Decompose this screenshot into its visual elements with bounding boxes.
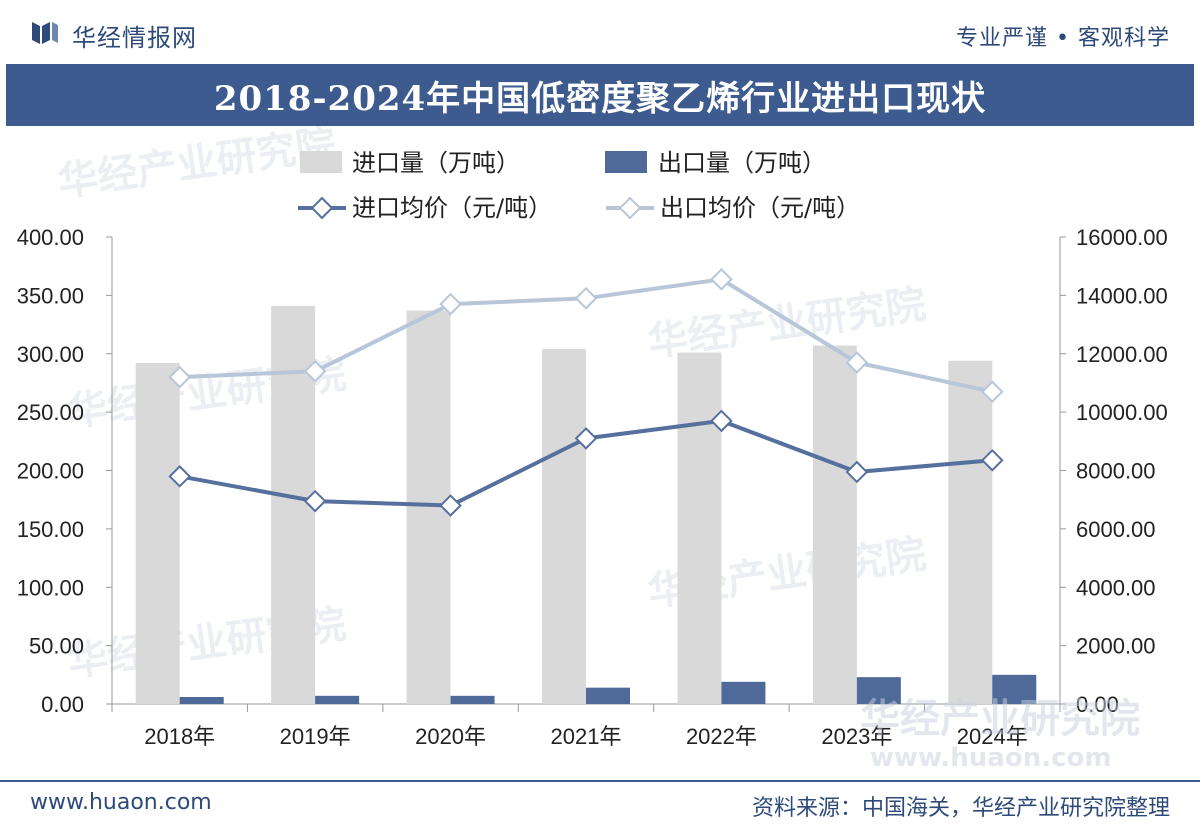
x-tick-label: 2021年	[551, 724, 622, 749]
export-price-point	[168, 365, 192, 389]
import-price-point	[168, 465, 192, 488]
right-tick-label: 6000.00	[1076, 517, 1156, 542]
x-tick-label: 2018年	[144, 724, 215, 749]
title-bar: 2018-2024年中国低密度聚乙烯行业进出口现状	[6, 64, 1194, 126]
brand-logo-icon	[32, 22, 58, 44]
right-tick-label: 0.00	[1076, 692, 1119, 717]
right-tick-label: 4000.00	[1076, 575, 1156, 600]
header: 华经情报网 专业严谨 • 客观科学	[0, 0, 1200, 62]
footer-divider	[0, 780, 1200, 782]
export-bar	[586, 687, 630, 704]
x-tick-label: 2019年	[280, 724, 351, 749]
right-tick-label: 16000.00	[1076, 225, 1168, 250]
right-tick-label: 12000.00	[1076, 342, 1168, 367]
chart-area: 华经产业研究院 华经产业研究院 华经产业研究院 华经产业研究院 华经产业研究院 进口量（万…	[0, 126, 1200, 780]
right-tick-label: 14000.00	[1076, 283, 1168, 308]
export-bar	[315, 695, 360, 704]
legend-import-price-marker	[310, 196, 334, 220]
left-tick-label: 150.00	[17, 517, 84, 542]
export-price-point	[980, 380, 1004, 404]
import-price-point	[574, 427, 598, 450]
import-price-point	[845, 460, 869, 484]
export-price-point	[439, 292, 462, 316]
import-bar	[542, 349, 586, 704]
import-bar	[135, 363, 180, 704]
footer-website: www.huaon.com	[30, 790, 212, 815]
left-tick-label: 250.00	[17, 400, 84, 425]
import-bar	[812, 345, 857, 704]
legend-export-swatch	[605, 151, 647, 173]
import-price-point	[710, 409, 733, 433]
right-tick-label: 8000.00	[1076, 459, 1156, 484]
import-price-point	[980, 448, 1004, 472]
export-bar	[992, 674, 1037, 704]
watermark-text: 华经产业研究院	[55, 126, 339, 206]
watermark-bottom: 华经产业研究院	[860, 696, 1140, 742]
left-tick-label: 300.00	[17, 342, 84, 367]
export-price-point	[710, 268, 733, 291]
left-tick-label: 50.00	[29, 634, 84, 659]
right-tick-label: 10000.00	[1076, 400, 1168, 425]
export-bar	[721, 681, 766, 704]
export-price-point	[845, 351, 869, 374]
x-tick-label: 2022年	[686, 724, 757, 749]
left-tick-label: 0.00	[41, 692, 84, 717]
export-bar	[856, 677, 901, 704]
x-tick-label: 2024年	[957, 724, 1028, 749]
export-bar	[450, 695, 495, 704]
export-bar	[179, 696, 224, 704]
right-tick-label: 2000.00	[1076, 634, 1156, 659]
export-price-point	[303, 359, 327, 383]
legend-import-price-label: 进口均价（元/吨）	[352, 194, 552, 222]
brand-name: 华经情报网	[72, 24, 197, 52]
import-price-point	[303, 489, 327, 513]
left-tick-label: 200.00	[17, 459, 84, 484]
export-price-point	[574, 286, 598, 310]
import-bar	[948, 360, 993, 704]
chart-svg: 华经产业研究院华经产业研究院华经产业研究院华经产业研究院华经产业研究院进口量（万…	[17, 126, 1168, 773]
left-tick-label: 350.00	[17, 283, 84, 308]
slogan: 专业严谨 • 客观科学	[956, 26, 1170, 51]
legend-export-price-label: 出口均价（元/吨）	[660, 194, 860, 222]
legend-export-price-marker	[618, 196, 642, 220]
legend-import-swatch	[300, 151, 342, 173]
watermark-url: www.huaon.com	[870, 743, 1111, 773]
legend-import-label: 进口量（万吨）	[352, 149, 520, 177]
left-tick-label: 400.00	[17, 225, 84, 250]
left-tick-label: 100.00	[17, 575, 84, 600]
legend-export-label: 出口量（万吨）	[658, 149, 826, 177]
import-price-point	[439, 494, 462, 517]
footer-source: 资料来源：中国海关，华经产业研究院整理	[751, 796, 1170, 821]
x-tick-label: 2023年	[821, 724, 892, 749]
x-tick-label: 2020年	[415, 724, 486, 749]
import-bar	[677, 352, 722, 704]
chart-title: 2018-2024年中国低密度聚乙烯行业进出口现状	[213, 78, 987, 119]
